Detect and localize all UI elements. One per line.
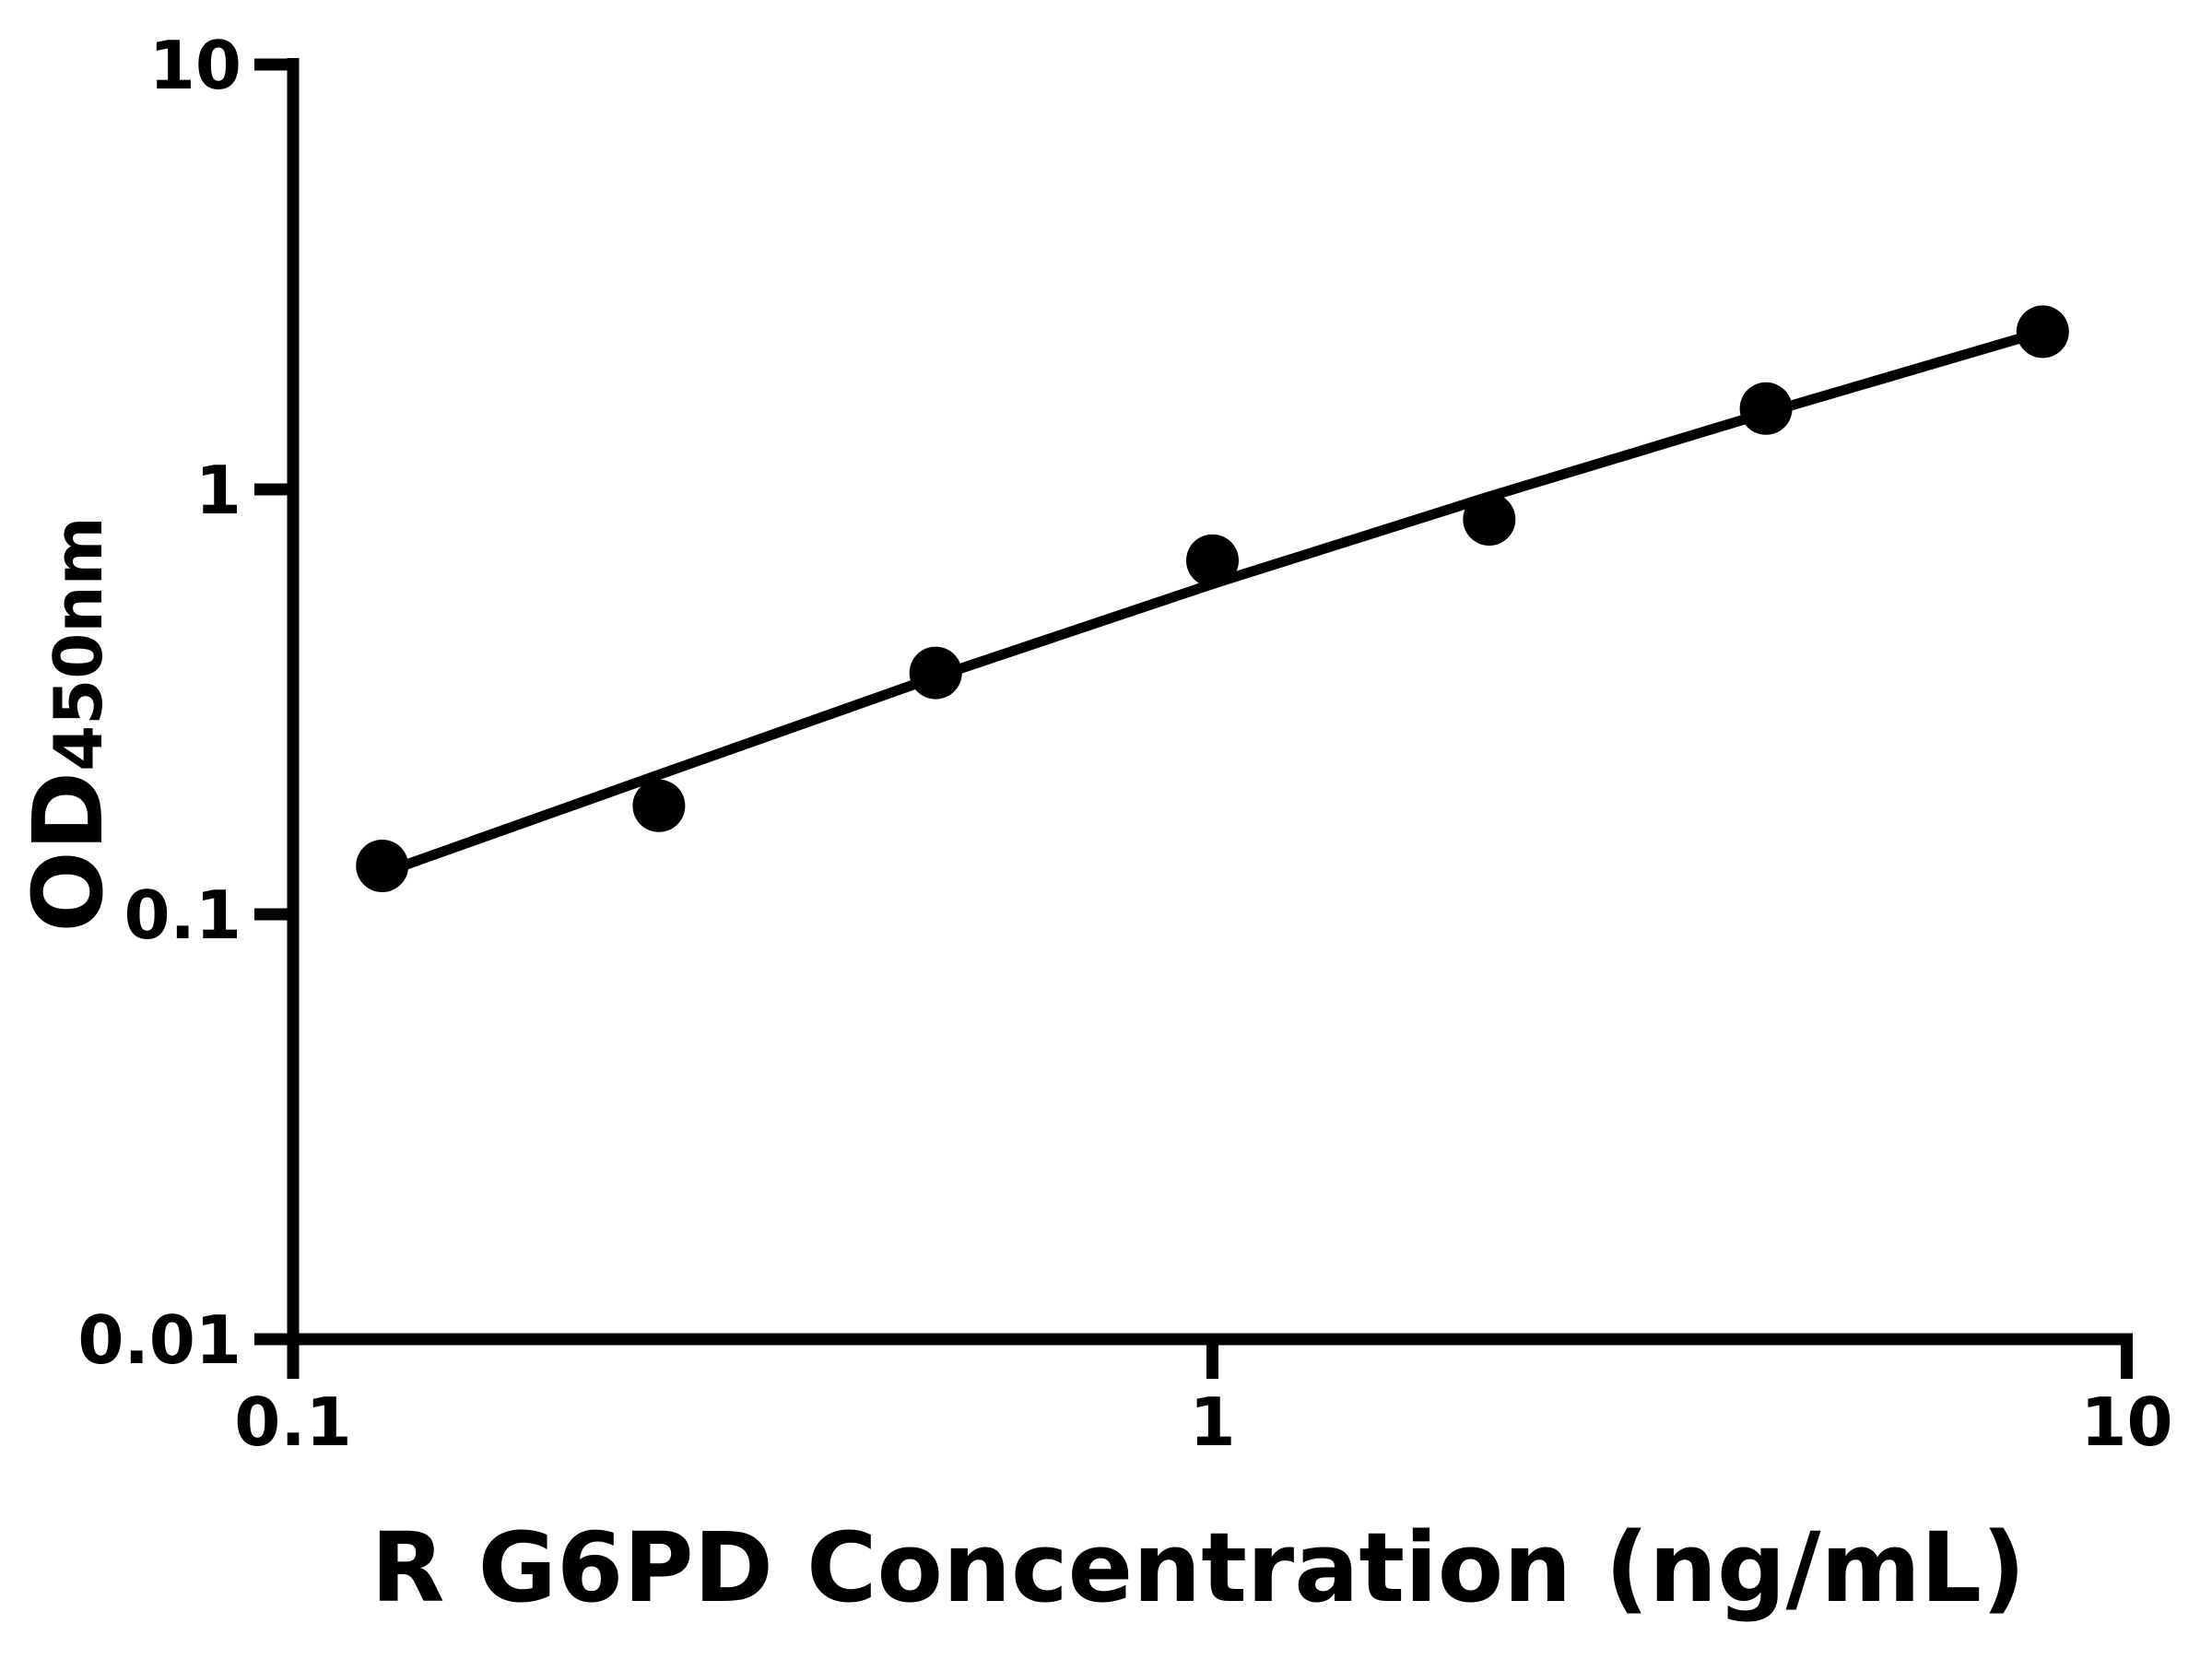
- data-point: [2016, 305, 2069, 359]
- x-tick-label: 1: [1189, 1383, 1235, 1461]
- y-axis-title: OD450nm: [12, 516, 124, 932]
- y-tick-label: 1: [195, 452, 241, 529]
- data-point: [1463, 493, 1516, 546]
- x-tick-label: 0.1: [234, 1383, 352, 1461]
- y-axis-title-sub: 450nm: [40, 516, 117, 771]
- axes: [254, 58, 2133, 1379]
- y-axis-title-main: OD: [12, 771, 124, 933]
- y-tick-label: 0.01: [77, 1301, 241, 1379]
- x-tick-label: 10: [2080, 1383, 2172, 1461]
- y-tick-label: 0.1: [124, 877, 241, 954]
- data-point: [1186, 534, 1239, 587]
- x-axis-title: R G6PD Concentration (ng/mL): [371, 1512, 2025, 1624]
- y-tick-label: 10: [149, 27, 241, 104]
- data-point: [356, 840, 409, 892]
- data-point: [909, 646, 962, 700]
- data-point: [1739, 382, 1793, 435]
- data-points: [356, 305, 2069, 892]
- data-point: [632, 779, 686, 832]
- fit-curve-line: [380, 326, 2044, 878]
